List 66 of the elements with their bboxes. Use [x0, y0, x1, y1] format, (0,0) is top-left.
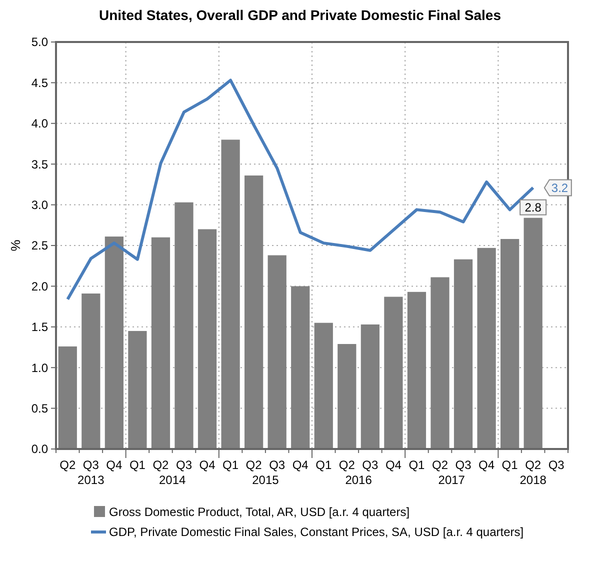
bar — [291, 286, 310, 449]
x-tick-label: Q2 — [338, 458, 356, 472]
legend-label: GDP, Private Domestic Final Sales, Constant Prices, SA, USD [a.r. 4 quarters] — [109, 525, 524, 540]
bar — [198, 229, 217, 449]
x-tick-label: Q4 — [199, 458, 216, 472]
y-axis-title: % — [8, 239, 23, 252]
x-tick-label: Q3 — [176, 458, 192, 472]
legend-label: Gross Domestic Product, Total, AR, USD [a.r. 4 quarters] — [109, 505, 410, 520]
x-tick-label: Q1 — [408, 458, 426, 472]
x-tick-label: Q3 — [548, 458, 565, 472]
text: 2014 — [159, 473, 186, 487]
bar — [500, 238, 520, 449]
x-tick-label: Q3 — [269, 458, 286, 472]
bar — [221, 140, 240, 449]
x-tick-label: Q3 — [82, 458, 100, 472]
x-tick-label: Q1 — [129, 458, 146, 472]
text: 2016 — [345, 473, 372, 487]
bar — [407, 292, 426, 449]
x-tick-label: Q2 — [432, 458, 448, 472]
x-tick-label: Q2 — [60, 458, 76, 472]
x-tick-label: Q1 — [222, 458, 239, 472]
x-tick-label: Q4 — [385, 458, 402, 472]
y-tick-label: 4.0 — [31, 116, 48, 131]
bar — [244, 175, 264, 449]
y-tick-label: 0.0 — [31, 442, 48, 456]
bar — [430, 277, 450, 449]
y-tick-label: 3.0 — [31, 198, 48, 212]
text: 2018 — [520, 473, 547, 487]
x-tick-label: Q1 — [316, 458, 332, 472]
bar — [477, 248, 496, 449]
y-tick-label: 2.5 — [31, 238, 48, 253]
data-label: 3.2 — [551, 180, 568, 195]
y-tick-label: 5.0 — [31, 35, 48, 50]
y-tick-label: 3.5 — [31, 157, 48, 172]
text: 2013 — [78, 473, 105, 487]
y-tick-label: 0.5 — [31, 402, 48, 416]
x-tick-label: Q4 — [478, 458, 495, 472]
bar — [524, 218, 542, 449]
bar — [268, 255, 286, 449]
bar — [104, 236, 124, 449]
text: 2015 — [252, 473, 280, 487]
chart-title: United States, Overall GDP and Private Domestic Final Sales — [98, 7, 502, 23]
x-tick-label: Q4 — [106, 458, 123, 472]
x-tick-label: Q3 — [455, 458, 472, 472]
y-tick-label: 1.5 — [31, 320, 48, 334]
bar — [128, 330, 147, 449]
text: 2017 — [438, 473, 466, 487]
bar — [384, 296, 403, 449]
data-label: 2.8 — [524, 200, 542, 215]
bar — [454, 259, 473, 449]
bar — [174, 202, 194, 449]
bar — [82, 294, 100, 449]
y-tick-label: 2.0 — [31, 279, 48, 294]
bar — [338, 344, 356, 449]
x-tick-label: Q2 — [152, 458, 170, 472]
x-tick-label: Q1 — [502, 458, 518, 472]
x-tick-label: Q3 — [362, 458, 379, 472]
bar — [58, 346, 77, 449]
x-tick-label: Q4 — [292, 458, 309, 472]
y-tick-label: 1.0 — [31, 360, 48, 375]
bar — [314, 322, 333, 449]
y-tick-label: 4.5 — [31, 76, 48, 90]
bar — [360, 324, 380, 449]
x-tick-label: Q2 — [525, 458, 542, 472]
x-tick-label: Q2 — [246, 458, 262, 472]
bar — [151, 237, 170, 449]
